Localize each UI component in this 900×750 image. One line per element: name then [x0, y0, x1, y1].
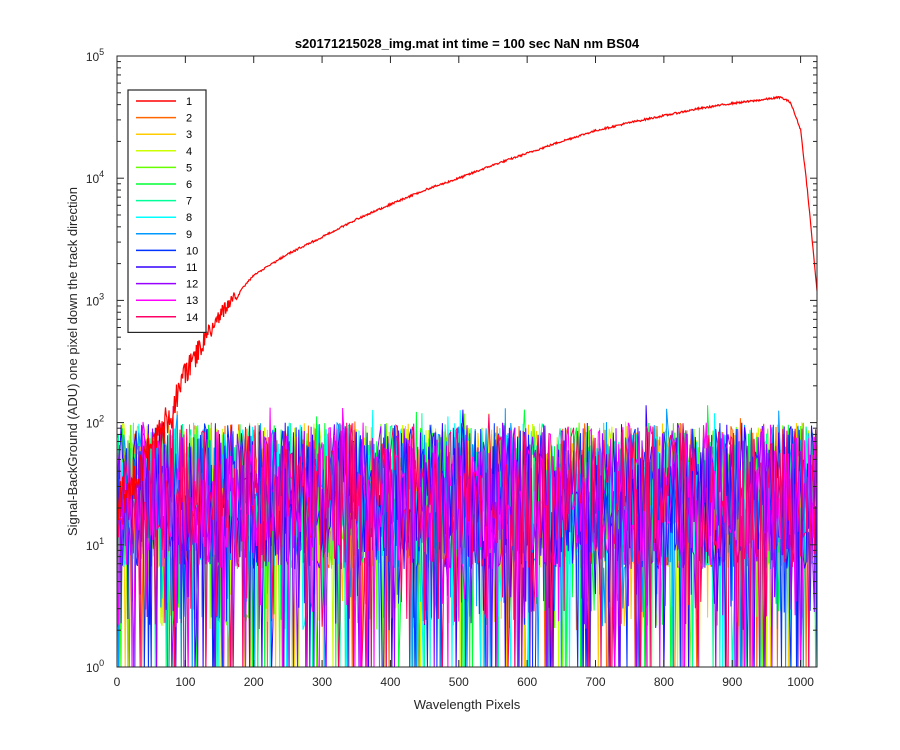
series-line-1: [117, 95, 817, 521]
y-tick-label: 105: [86, 47, 104, 64]
legend-label-6: 6: [186, 179, 192, 191]
y-tick-label: 100: [86, 658, 104, 675]
legend-label-13: 13: [186, 295, 198, 307]
x-tick-label: 800: [654, 675, 674, 689]
legend-label-5: 5: [186, 162, 192, 174]
x-tick-label: 100: [175, 675, 195, 689]
y-tick-label: 101: [86, 536, 104, 553]
chart-title: s20171215028_img.mat int time = 100 sec …: [295, 36, 640, 51]
x-tick-label: 400: [380, 675, 400, 689]
legend-label-7: 7: [186, 196, 192, 208]
x-axis-label: Wavelength Pixels: [414, 697, 521, 712]
legend-label-1: 1: [186, 96, 192, 108]
series-layer: [117, 95, 817, 667]
x-tick-label: 200: [244, 675, 264, 689]
legend-label-14: 14: [186, 312, 198, 324]
x-tick-label: 600: [517, 675, 537, 689]
y-axis-label: Signal-BackGround (ADU) one pixel down t…: [65, 187, 80, 536]
x-tick-label: 700: [586, 675, 606, 689]
x-tick-label: 500: [449, 675, 469, 689]
legend-label-11: 11: [186, 262, 197, 274]
legend-label-10: 10: [186, 245, 198, 257]
legend-label-2: 2: [186, 113, 192, 125]
x-tick-label: 900: [722, 675, 742, 689]
axes-box: [116, 55, 818, 668]
legend-label-3: 3: [186, 129, 192, 141]
x-tick-label: 1000: [787, 675, 814, 689]
legend-label-4: 4: [186, 146, 192, 158]
y-tick-label: 103: [86, 291, 104, 308]
legend-label-8: 8: [186, 212, 192, 224]
x-tick-label: 0: [114, 675, 121, 689]
legend-label-12: 12: [186, 279, 198, 291]
y-tick-label: 102: [86, 414, 104, 431]
series-line-14: [117, 406, 817, 667]
legend-label-9: 9: [186, 229, 192, 241]
y-tick-label: 104: [86, 169, 104, 186]
legend-box: [127, 89, 207, 333]
x-tick-label: 300: [312, 675, 332, 689]
